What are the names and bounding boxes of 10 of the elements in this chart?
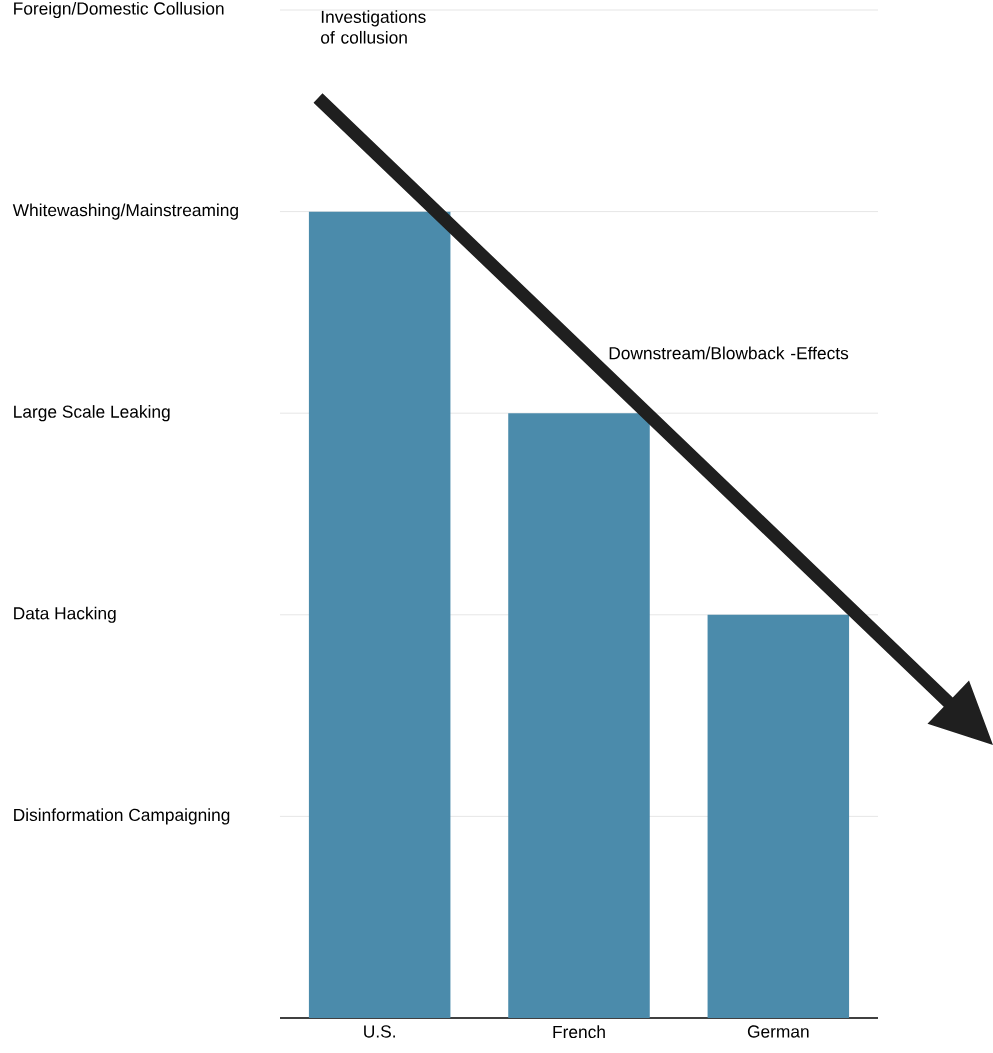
annotation: Downstream/Blowback -Effects	[609, 346, 849, 360]
text: Data Hacking	[14, 606, 116, 623]
text: Investigations of collusion	[321, 10, 426, 44]
text: Foreign/Domestic Collusion	[14, 1, 224, 19]
x-tick-label: German	[747, 1025, 809, 1038]
x-tick-label: French	[553, 1025, 605, 1039]
text: Disinformation Campaigning	[14, 808, 230, 825]
text: Large Scale Leaking	[14, 405, 170, 422]
x-tick-label: U.S.	[364, 1025, 395, 1038]
text: Whitewashing/Mainstreaming	[12, 203, 238, 220]
